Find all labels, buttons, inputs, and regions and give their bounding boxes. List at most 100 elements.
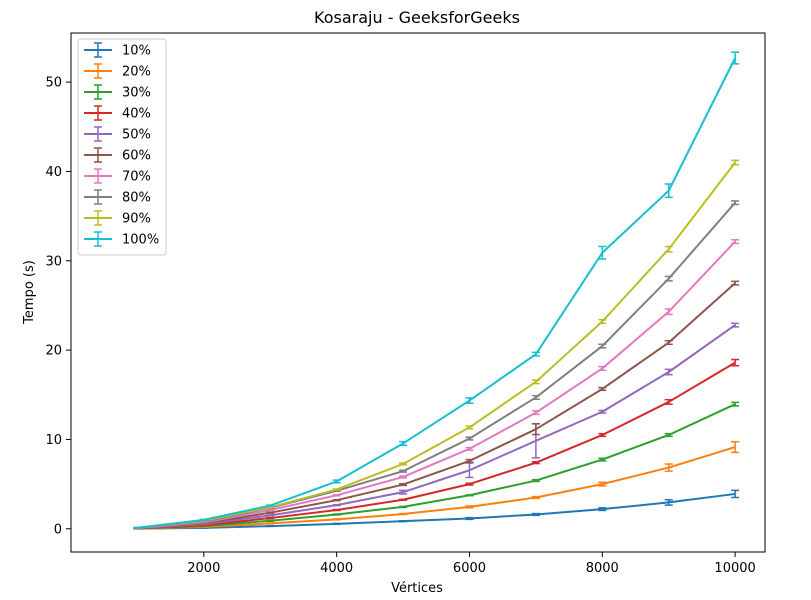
chart-title: Kosaraju - GeeksforGeeks bbox=[314, 8, 520, 27]
error-bar bbox=[731, 200, 740, 206]
error-bar bbox=[332, 488, 341, 491]
error-bar bbox=[399, 498, 408, 501]
error-bar bbox=[531, 351, 540, 357]
error-bar bbox=[465, 494, 474, 497]
error-bar bbox=[399, 462, 408, 466]
legend-label: 80% bbox=[122, 191, 151, 206]
legend-item: 20% bbox=[84, 63, 151, 80]
series-5 bbox=[133, 280, 740, 530]
y-tick-label: 50 bbox=[45, 76, 62, 91]
error-bar bbox=[598, 409, 607, 414]
legend-item: 10% bbox=[84, 42, 151, 59]
legend-item: 40% bbox=[84, 105, 151, 122]
error-bar bbox=[399, 469, 408, 473]
legend-item: 100% bbox=[84, 231, 159, 248]
error-bar bbox=[664, 339, 673, 346]
error-bar bbox=[266, 504, 275, 507]
legend-label: 90% bbox=[122, 212, 151, 227]
series-line bbox=[137, 240, 736, 529]
y-tick-label: 10 bbox=[45, 433, 62, 448]
error-bar bbox=[266, 522, 275, 525]
legend-label: 50% bbox=[122, 128, 151, 143]
error-bar bbox=[399, 482, 408, 487]
error-bar bbox=[399, 440, 408, 447]
error-bar bbox=[399, 505, 408, 509]
series-line bbox=[137, 492, 736, 530]
legend-label: 70% bbox=[122, 170, 151, 185]
error-bar bbox=[664, 463, 673, 472]
error-bar bbox=[266, 511, 275, 514]
error-bar bbox=[731, 280, 740, 286]
x-tick-label: 4000 bbox=[320, 561, 353, 576]
error-bar bbox=[465, 397, 474, 405]
error-bar bbox=[598, 318, 607, 325]
error-bar bbox=[332, 522, 341, 526]
legend-item: 70% bbox=[84, 168, 151, 185]
y-tick-label: 20 bbox=[45, 344, 62, 359]
series-9 bbox=[133, 51, 740, 529]
y-tick-label: 30 bbox=[45, 254, 62, 269]
error-bar bbox=[598, 245, 607, 260]
legend-item: 80% bbox=[84, 189, 151, 206]
legend-label: 100% bbox=[122, 233, 159, 248]
series-4 bbox=[133, 322, 740, 530]
error-bar bbox=[199, 518, 208, 522]
error-bar bbox=[465, 505, 474, 509]
plot-marks bbox=[133, 51, 740, 530]
error-bar bbox=[731, 440, 740, 454]
legend-item: 30% bbox=[84, 84, 151, 101]
error-bar bbox=[731, 489, 740, 499]
error-bar bbox=[531, 478, 540, 483]
error-bar bbox=[598, 386, 607, 392]
error-bar bbox=[332, 508, 341, 512]
error-bar bbox=[399, 519, 408, 523]
error-bar bbox=[332, 518, 341, 521]
legend-item: 90% bbox=[84, 210, 151, 227]
x-tick-label: 6000 bbox=[453, 561, 486, 576]
error-bar bbox=[731, 51, 740, 65]
error-bar bbox=[664, 398, 673, 405]
legend-label: 40% bbox=[122, 107, 151, 122]
error-bar bbox=[266, 508, 275, 512]
error-bar bbox=[465, 462, 474, 479]
series-line bbox=[137, 161, 736, 529]
error-bar bbox=[598, 343, 607, 349]
error-bar bbox=[731, 322, 740, 328]
error-bar bbox=[531, 394, 540, 400]
error-bar bbox=[266, 519, 275, 522]
error-bar bbox=[266, 514, 275, 517]
error-bar bbox=[399, 475, 408, 479]
error-bar bbox=[332, 503, 341, 507]
series-0 bbox=[133, 489, 740, 530]
series-line bbox=[137, 361, 736, 530]
error-bar bbox=[664, 245, 673, 253]
series-line bbox=[137, 202, 736, 529]
error-bar bbox=[399, 512, 408, 516]
series-line bbox=[137, 57, 737, 529]
error-bar bbox=[531, 495, 540, 500]
series-line bbox=[137, 446, 736, 530]
y-tick-label: 0 bbox=[54, 522, 62, 537]
series-line bbox=[137, 282, 736, 530]
plot-frame bbox=[70, 32, 766, 553]
series-3 bbox=[133, 358, 740, 530]
error-bar bbox=[664, 368, 673, 376]
legend-item: 50% bbox=[84, 126, 151, 143]
error-bar bbox=[332, 513, 341, 516]
error-bar bbox=[731, 239, 740, 245]
error-bar bbox=[332, 498, 341, 502]
error-bar bbox=[531, 410, 540, 416]
error-bar bbox=[531, 423, 540, 436]
series-line bbox=[137, 403, 736, 530]
error-bar bbox=[465, 516, 474, 521]
error-bar bbox=[266, 516, 275, 520]
series-line bbox=[137, 324, 736, 530]
error-bar bbox=[531, 512, 540, 517]
error-bar bbox=[266, 525, 275, 528]
error-bar bbox=[531, 379, 540, 385]
axis-ticks: 2000 4000 6000 8000 10000 0 10 20 30 40 50 bbox=[45, 76, 755, 576]
error-bar bbox=[664, 432, 673, 438]
error-bar bbox=[598, 481, 607, 487]
error-bar bbox=[465, 482, 474, 486]
